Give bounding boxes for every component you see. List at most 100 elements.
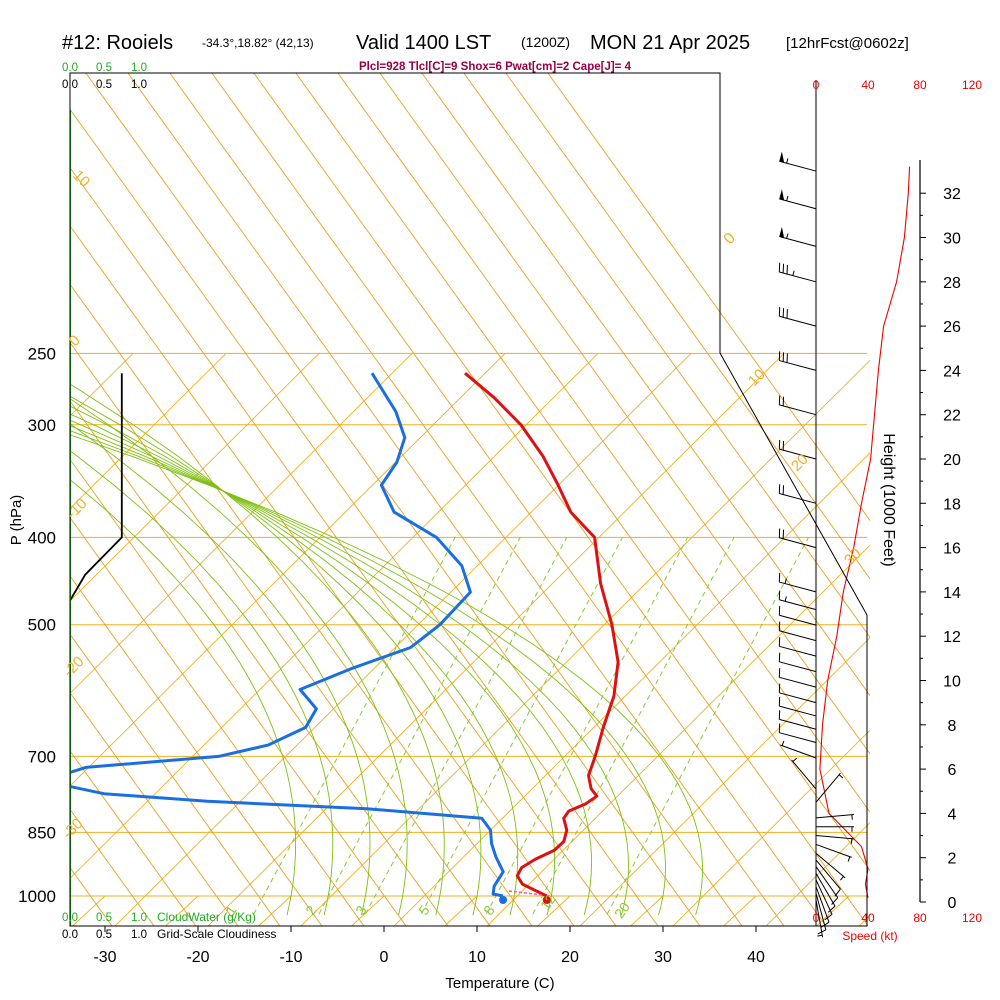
barb-flag (779, 226, 785, 238)
barb-staff (815, 852, 846, 879)
barb-staff (779, 315, 817, 327)
dry-adiabat (85, 73, 701, 926)
dry-adiabat (70, 866, 113, 926)
isotherm-line (114, 353, 692, 926)
cloudwater-scale-bottom: 1.0 (131, 912, 147, 924)
wind-barb (778, 683, 817, 704)
barb-staff (779, 645, 817, 657)
barb-staff (815, 772, 841, 803)
temp-tick-label: 10 (468, 949, 486, 966)
dry-adiabat (547, 73, 870, 522)
barb-staff (779, 236, 817, 247)
wind-barb (815, 814, 854, 820)
wind-barb (778, 723, 817, 744)
barb-staff (815, 843, 852, 858)
wind-barb (778, 606, 817, 626)
mixing-ratio-line (253, 537, 456, 915)
cloudwater-scale-top: 0.0 (62, 62, 78, 74)
utc-time: (1200Z) (521, 34, 570, 50)
moist-adiabat (70, 405, 519, 916)
wind-barb (778, 262, 817, 283)
barb-half (784, 596, 787, 602)
pressure-tick-label: 700 (28, 747, 56, 766)
barb-staff (779, 692, 817, 704)
station-title: #12: Rooiels (62, 32, 173, 54)
cloudwater-scale-top: 1.0 (131, 62, 147, 74)
wind-barb (815, 835, 854, 844)
barb-staff (779, 404, 817, 416)
barb-half (786, 233, 789, 239)
isotherm-label: -10 (63, 495, 90, 522)
height-tick-label: 12 (943, 629, 961, 646)
dry-adiabat (70, 633, 281, 926)
barb-staff (815, 886, 830, 923)
dry-adiabat (70, 108, 659, 926)
dry-adiabat (421, 73, 870, 697)
plot-frame (69, 72, 868, 927)
barb-half (786, 158, 789, 164)
barb-half (786, 195, 789, 201)
barb-staff (815, 872, 836, 907)
grid-layer (0, 73, 870, 936)
mixing-ratio-layer (253, 537, 809, 915)
barb-staff (791, 759, 817, 790)
barb-full (817, 929, 827, 935)
isotherm-line (207, 353, 785, 926)
mixing-ratio-line (318, 537, 521, 915)
barb-staff (779, 492, 817, 504)
isotherm-line (70, 353, 320, 602)
speed-tick-label-bottom: 120 (962, 911, 982, 925)
valid-time: Valid 1400 LST (356, 32, 491, 54)
y-axis-title: P (hPa) (8, 495, 25, 546)
barb-half (817, 934, 823, 937)
temp-tick-label: 0 (380, 949, 389, 966)
wind-barb (778, 528, 817, 549)
height-tick-label: 28 (943, 275, 961, 292)
wind-barb (778, 590, 817, 611)
cloudwater-title: CloudWater (g/Kg) (157, 910, 256, 924)
dry-adiabat (70, 516, 365, 926)
barb-staff (779, 537, 817, 549)
wind-barb (815, 899, 824, 938)
barb-staff (779, 271, 817, 283)
dry-adiabat (253, 73, 869, 926)
temp-tick-label: -20 (186, 949, 209, 966)
barb-staff (779, 360, 817, 371)
speed-axis-title: Speed (kt) (842, 929, 897, 943)
isotherm-line (70, 353, 134, 417)
wind-barb (778, 307, 817, 327)
dry-adiabat (70, 750, 197, 926)
mixing-ratio-line (420, 537, 623, 915)
barb-staff (779, 676, 817, 688)
moist-adiabat (70, 434, 703, 916)
pressure-tick-label: 250 (28, 344, 56, 363)
barb-staff (815, 814, 854, 819)
moist-adiabat (70, 419, 592, 916)
barb-half (838, 774, 844, 779)
barb-half (784, 578, 787, 584)
isotherm-line (300, 359, 870, 926)
cloudiness-title: Grid-Scale Cloudiness (157, 927, 276, 941)
wind-barb (815, 879, 833, 921)
moist-adiabat (70, 413, 556, 916)
isotherm-line (723, 895, 757, 926)
wind-barb (780, 740, 817, 759)
isotherm-label-top: 10 (69, 167, 93, 191)
speed-tick-label-top: 80 (913, 78, 927, 92)
isotherm-line (0, 353, 40, 936)
dry-adiabat (295, 73, 870, 872)
barb-full (831, 897, 839, 905)
isotherm-line (258, 895, 292, 926)
barb-staff (815, 835, 854, 840)
height-tick-label: 16 (943, 541, 961, 558)
barb-staff (780, 744, 817, 759)
wind-barb (778, 439, 817, 460)
wind-barb (778, 351, 817, 371)
barb-flag (779, 189, 785, 201)
isotherm-label: 10 (745, 366, 769, 390)
cloudwater-scale-bottom: 0.5 (96, 912, 112, 924)
height-tick-label: 20 (943, 452, 961, 469)
wind-barb (778, 572, 817, 593)
isotherm-line (393, 452, 870, 926)
isotherm-line (70, 353, 599, 879)
